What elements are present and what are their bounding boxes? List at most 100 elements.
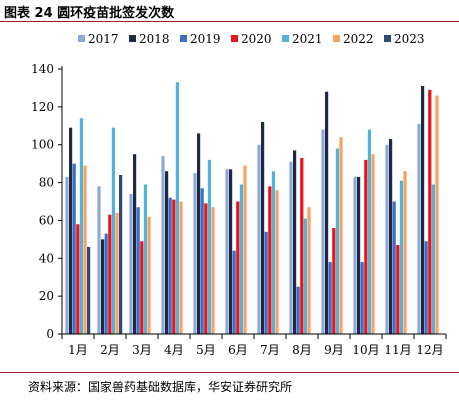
bar-2022-6 xyxy=(243,165,247,334)
bar-2017-3 xyxy=(129,193,133,334)
bar-2022-3 xyxy=(147,216,151,334)
bar-2020-11 xyxy=(396,245,400,334)
bar-2022-2 xyxy=(115,212,119,334)
bar-2020-10 xyxy=(364,159,368,334)
bar-2021-3 xyxy=(143,184,147,334)
bar-2020-4 xyxy=(172,199,176,334)
bar-2017-2 xyxy=(97,186,101,334)
bar-2018-8 xyxy=(293,150,297,334)
bar-2020-5 xyxy=(204,203,208,334)
bar-2021-6 xyxy=(239,184,243,334)
bar-2021-9 xyxy=(335,148,339,334)
bar-2019-7 xyxy=(264,231,268,334)
bar-2020-8 xyxy=(300,157,304,334)
bar-2018-1 xyxy=(69,127,73,335)
bar-2018-12 xyxy=(421,86,425,334)
bar-2018-10 xyxy=(357,176,361,334)
source-rule xyxy=(0,372,459,374)
x-tick-label: 1月 xyxy=(68,343,88,357)
bar-2020-12 xyxy=(428,89,432,334)
bar-2018-6 xyxy=(229,169,233,334)
bar-2019-4 xyxy=(168,197,172,334)
y-tick-label: 100 xyxy=(31,138,54,152)
legend-swatch-2018 xyxy=(129,35,136,42)
bar-2020-7 xyxy=(268,186,272,334)
bar-2023-1 xyxy=(87,246,91,334)
bar-2022-12 xyxy=(435,95,439,334)
bar-2017-5 xyxy=(193,173,197,334)
bar-2019-11 xyxy=(392,201,396,334)
y-tick-label: 80 xyxy=(39,176,54,190)
bar-2017-7 xyxy=(257,144,261,334)
bar-2018-11 xyxy=(389,139,393,334)
bar-2019-8 xyxy=(296,286,300,334)
bar-2022-9 xyxy=(339,137,343,334)
bar-2019-3 xyxy=(136,207,140,334)
x-tick-label: 8月 xyxy=(292,343,312,357)
bar-2023-2 xyxy=(119,175,123,334)
bar-2018-5 xyxy=(197,133,201,334)
bar-2019-12 xyxy=(424,241,428,334)
bar-2019-1 xyxy=(72,163,76,334)
legend-swatch-2022 xyxy=(333,35,340,42)
bar-2021-5 xyxy=(207,159,211,334)
bar-2022-1 xyxy=(83,165,87,334)
bar-2018-3 xyxy=(133,154,137,334)
legend-label-2018: 2018 xyxy=(139,32,170,46)
bar-2017-8 xyxy=(289,161,293,334)
bar-2017-11 xyxy=(385,144,389,334)
bar-2017-6 xyxy=(225,169,229,334)
bar-2017-10 xyxy=(353,176,357,334)
legend-swatch-2020 xyxy=(231,35,238,42)
bar-2021-4 xyxy=(175,82,179,334)
x-tick-label: 2月 xyxy=(100,343,120,357)
x-tick-label: 4月 xyxy=(164,343,184,357)
x-tick-label: 6月 xyxy=(228,343,248,357)
legend-label-2023: 2023 xyxy=(394,32,425,46)
bar-2018-4 xyxy=(165,171,169,334)
chart-legend: 2017 2018 2019 2020 2021 2022 2023 xyxy=(78,32,425,46)
figure-title: 图表 24 圆环疫苗批签发次数 xyxy=(4,6,175,21)
bar-2018-2 xyxy=(101,239,105,334)
bar-2017-1 xyxy=(65,176,69,334)
bar-2017-4 xyxy=(161,156,165,334)
legend-label-2019: 2019 xyxy=(190,32,221,46)
legend-swatch-2021 xyxy=(282,35,289,42)
x-tick-label: 3月 xyxy=(132,343,152,357)
legend-label-2017: 2017 xyxy=(88,32,119,46)
bar-2019-10 xyxy=(360,262,364,334)
y-tick-label: 60 xyxy=(39,213,54,227)
legend-swatch-2019 xyxy=(180,35,187,42)
bar-2019-9 xyxy=(328,262,332,334)
bar-2020-1 xyxy=(76,224,80,334)
bar-2020-2 xyxy=(108,214,112,334)
bar-2020-3 xyxy=(140,241,144,334)
y-tick-label: 40 xyxy=(39,251,54,265)
x-tick-label: 9月 xyxy=(324,343,344,357)
bar-2022-5 xyxy=(211,207,215,334)
bar-2021-12 xyxy=(431,184,435,334)
legend-label-2021: 2021 xyxy=(292,32,323,46)
legend-label-2022: 2022 xyxy=(343,32,374,46)
bar-2021-7 xyxy=(271,171,275,334)
bar-2021-1 xyxy=(79,118,83,335)
bar-2022-11 xyxy=(403,171,407,334)
source-note: 资料来源：国家兽药基础数据库，华安证券研究所 xyxy=(28,380,293,394)
bar-2019-5 xyxy=(200,188,204,334)
x-tick-label: 10月 xyxy=(352,343,379,357)
bar-chart: 2017 2018 2019 2020 2021 2022 2023 0 20 40 60 80 10… xyxy=(31,32,447,357)
chart-axes: 0 20 40 60 80 100 120 140 1月 2月 3月 4月 5月 6月 7月 8月 9月 10月 1… xyxy=(31,62,447,357)
bar-2021-2 xyxy=(111,127,115,335)
y-tick-label: 0 xyxy=(46,327,54,341)
bar-2018-9 xyxy=(325,91,329,335)
bar-2017-12 xyxy=(417,123,421,334)
bar-2019-2 xyxy=(104,233,108,334)
x-tick-label: 12月 xyxy=(416,343,443,357)
y-tick-label: 20 xyxy=(39,289,54,303)
bar-2017-9 xyxy=(321,129,325,334)
x-tick-label: 7月 xyxy=(260,343,280,357)
y-tick-label: 120 xyxy=(31,100,54,114)
title-rule xyxy=(0,21,459,23)
bar-2020-6 xyxy=(236,201,240,334)
bar-2022-4 xyxy=(179,201,183,334)
